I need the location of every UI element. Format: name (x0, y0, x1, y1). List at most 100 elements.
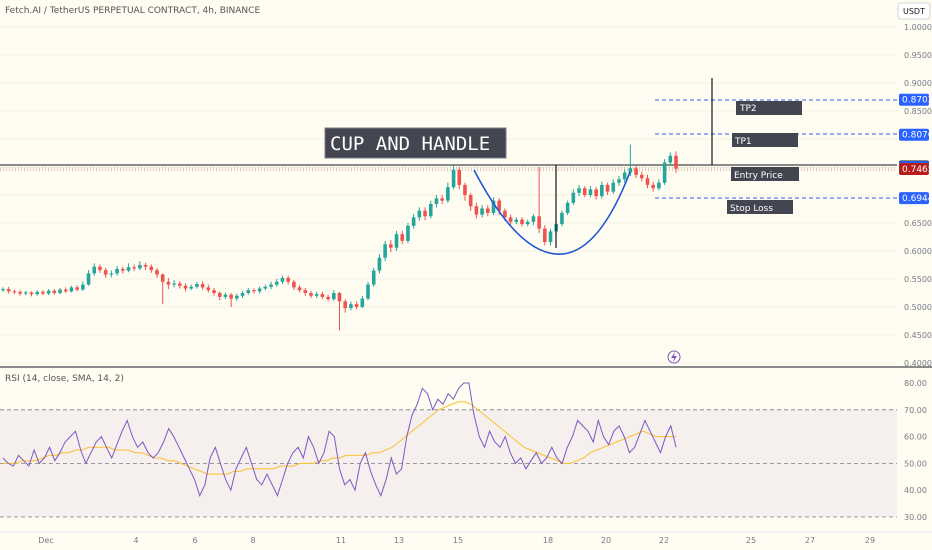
candle (58, 287, 62, 295)
candle (155, 267, 159, 278)
candle (229, 293, 233, 307)
candle (634, 165, 638, 179)
candle (371, 267, 376, 287)
cup-handle-label[interactable]: CUP AND HANDLE (324, 127, 507, 159)
candle (132, 264, 136, 272)
price-axis[interactable]: 1.0000 0.9500 0.9000 0.8500 0.6500 0.6000 0.55… (904, 23, 932, 368)
candle (354, 301, 359, 310)
candle (463, 182, 467, 201)
candle (52, 289, 57, 295)
candle (451, 165, 456, 190)
cup-curve[interactable] (473, 169, 631, 255)
price-tick-label: 0.4000 (904, 359, 932, 368)
candle (138, 261, 142, 271)
candle (309, 290, 313, 299)
current-tag-text: 0.7465 (902, 165, 932, 175)
candle (18, 290, 22, 296)
tp2-text: TP2 (739, 104, 757, 114)
tp2-box[interactable]: TP2 (736, 101, 802, 115)
time-axis[interactable]: Dec 4 6 8 11 13 15 18 20 22 25 27 29 (38, 536, 875, 545)
candle (120, 266, 125, 274)
candle (622, 169, 627, 183)
rsi-title: RSI (14, close, SMA, 14, 2) (5, 374, 124, 384)
candle (200, 281, 205, 290)
candle (531, 214, 536, 226)
rsi-tick-label: 50.00 (904, 459, 927, 468)
candle (297, 285, 302, 293)
candle (577, 184, 581, 197)
price-tick-label: 1.0000 (904, 23, 932, 32)
candle (468, 192, 473, 211)
candle (668, 152, 673, 166)
candle (605, 182, 610, 195)
rsi-tick-label: 80.00 (904, 379, 927, 388)
candle (485, 205, 490, 217)
candle (183, 283, 188, 292)
candle (115, 266, 119, 276)
rsi-tick-label: 60.00 (904, 433, 927, 442)
candle (149, 264, 154, 273)
currency-label: USDT (903, 7, 925, 16)
candle (280, 275, 285, 285)
rsi-axis[interactable]: 80.00 70.00 60.00 50.00 40.00 30.00 (904, 379, 927, 522)
lightning-icon[interactable] (667, 350, 681, 364)
price-tick-label: 0.8500 (904, 107, 932, 116)
candle (674, 151, 678, 173)
candle (195, 281, 199, 289)
entry-box[interactable]: Entry Price (731, 167, 799, 181)
candle (166, 277, 171, 290)
tp1-box[interactable]: TP1 (732, 133, 798, 147)
candle (24, 290, 28, 296)
cup-handle-text: CUP AND HANDLE (330, 133, 490, 155)
price-tick-label: 0.5000 (904, 303, 932, 312)
candle (217, 291, 222, 301)
candle (252, 288, 256, 294)
candle (565, 200, 570, 216)
candle (314, 291, 319, 299)
candle (383, 240, 387, 262)
stop-loss-text: Stop Loss (730, 204, 773, 214)
candle (600, 181, 604, 199)
time-tick-label: 6 (192, 536, 197, 545)
tp1-text: TP1 (734, 137, 752, 147)
candle (474, 202, 479, 219)
time-tick-label: 25 (746, 536, 756, 545)
price-tick-label: 0.5500 (904, 275, 932, 284)
candle (514, 217, 519, 225)
candle (400, 230, 405, 245)
candle (560, 210, 564, 227)
time-tick-label: 13 (394, 536, 404, 545)
candle (86, 270, 91, 286)
candle (588, 186, 593, 198)
candle (548, 228, 553, 246)
candle (457, 167, 462, 190)
candle (428, 200, 433, 219)
time-tick-label: 29 (865, 536, 875, 545)
candle (35, 290, 40, 296)
time-tick-label: 15 (453, 536, 463, 545)
candle (337, 291, 342, 331)
candle (571, 189, 576, 206)
candle (46, 289, 51, 296)
candle (537, 167, 541, 234)
candle (29, 291, 34, 297)
candle (508, 214, 513, 226)
time-tick-label: 20 (601, 536, 611, 545)
candle (520, 217, 524, 227)
candle (286, 275, 290, 285)
candle (246, 287, 251, 295)
stop-tag-text: 0.6944 (902, 194, 932, 204)
price-tick-label: 0.4500 (904, 331, 932, 340)
candle (326, 294, 330, 302)
candle (662, 159, 667, 185)
time-tick-label: 22 (659, 536, 669, 545)
current-tag: 0.7465 (899, 162, 932, 175)
candle (594, 187, 598, 200)
candle (645, 174, 650, 189)
candle (189, 284, 194, 291)
candle (628, 144, 633, 176)
stop-loss-box[interactable]: Stop Loss (727, 200, 793, 214)
candle (172, 280, 176, 288)
currency-button[interactable]: USDT (897, 2, 931, 20)
